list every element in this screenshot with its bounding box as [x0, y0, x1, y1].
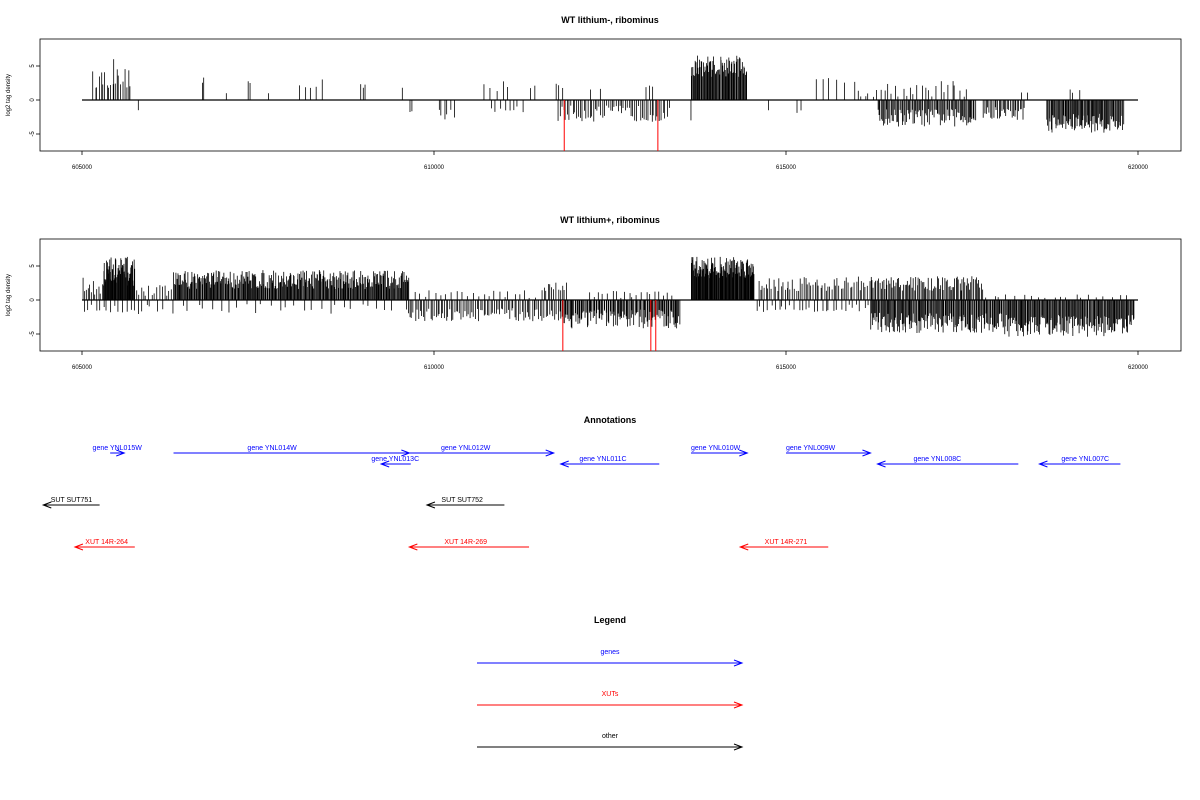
panel-lithium-plus: WT lithium+, ribominus log2 tag density … — [6, 215, 1182, 371]
panel-title: WT lithium+, ribominus — [560, 215, 660, 225]
y-tick-label: 0 — [30, 298, 36, 302]
x-tick-label: 620000 — [1128, 365, 1149, 371]
panel-lithium-minus: WT lithium-, ribominus log2 tag density … — [6, 15, 1182, 171]
x-tick-label: 610000 — [424, 365, 445, 371]
gene-arrow — [559, 460, 660, 468]
y-axis-label: log2 tag density — [6, 274, 12, 316]
annotation-features: gene YNL015W gene YNL014W gene YNL013C gene… — [41, 445, 1121, 551]
legend-arrow-xut — [477, 701, 744, 709]
plot-frame — [39, 238, 1182, 352]
y-axis-label: log2 tag density — [6, 74, 12, 116]
gene-label: gene YNL014W — [247, 445, 297, 452]
gene-label: gene YNL012W — [441, 445, 491, 452]
legend-label-gene: genes — [600, 649, 620, 656]
xut-label: XUT 14R-264 — [85, 539, 128, 546]
y-tick-label: 5 — [30, 264, 36, 268]
gene-label: gene YNL015W — [93, 445, 143, 452]
gene-arrow — [786, 449, 872, 457]
sut-label: SUT SUT752 — [441, 497, 483, 504]
gene-label: gene YNL010W — [691, 445, 741, 452]
gene-arrow — [379, 460, 411, 468]
gene-arrow — [110, 449, 126, 457]
legend-label-other: other — [602, 733, 619, 740]
gene-arrow — [409, 449, 556, 457]
sut-arrow — [41, 501, 100, 509]
gene-arrow — [876, 460, 1019, 468]
xut-arrow — [73, 543, 135, 551]
legend-arrow-gene — [477, 659, 744, 667]
legend-title: Legend — [594, 615, 626, 625]
y-tick-label: -5 — [30, 331, 36, 337]
xut-label: XUT 14R-269 — [444, 539, 487, 546]
gene-label: gene YNL007C — [1061, 456, 1109, 463]
plot-frame — [39, 38, 1182, 152]
gene-arrow — [690, 449, 749, 457]
xut-label: XUT 14R-271 — [765, 539, 808, 546]
gene-label: gene YNL008C — [913, 456, 961, 463]
legend-arrow-other — [477, 743, 744, 751]
gene-label: gene YNL011C — [579, 456, 626, 463]
x-tick-label: 620000 — [1128, 165, 1149, 171]
x-tick-label: 615000 — [776, 365, 797, 371]
x-tick-label: 610000 — [424, 165, 445, 171]
x-tick-label: 605000 — [72, 165, 93, 171]
sut-label: SUT SUT751 — [51, 497, 93, 504]
x-tick-label: 605000 — [72, 365, 93, 371]
axes: -5 0 5 605000 610000 615000 620000 — [30, 264, 1149, 371]
axes: -5 0 5 605000 610000 615000 620000 — [30, 64, 1149, 171]
gene-arrow — [1038, 460, 1121, 468]
series-marks — [82, 256, 1138, 351]
gene-label: gene YNL013C — [371, 456, 419, 463]
gene-label: gene YNL009W — [786, 445, 836, 452]
annotations-title: Annotations — [584, 415, 637, 425]
panel-title: WT lithium-, ribominus — [561, 15, 659, 25]
x-tick-label: 615000 — [776, 165, 797, 171]
y-tick-label: 5 — [30, 64, 36, 68]
y-tick-label: 0 — [30, 98, 36, 102]
sut-arrow — [425, 501, 505, 509]
xut-arrow — [738, 543, 829, 551]
legend: Legend genes XUTs other — [477, 615, 744, 751]
series-marks — [82, 55, 1138, 151]
xut-arrow — [407, 543, 530, 551]
legend-items: genes XUTs other — [477, 649, 744, 751]
annotations-panel: Annotations gene YNL015W gene YNL014Wgene… — [41, 415, 1121, 551]
y-tick-label: -5 — [30, 131, 36, 137]
legend-label-xut: XUTs — [602, 691, 619, 698]
